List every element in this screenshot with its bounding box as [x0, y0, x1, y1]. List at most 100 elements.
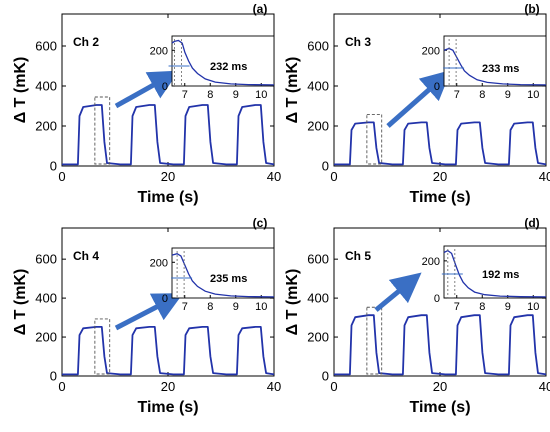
inset-y-tick-label: 200	[150, 257, 168, 269]
y-tick-label: 400	[35, 291, 57, 306]
y-tick-label: 0	[322, 369, 329, 384]
x-tick-label: 40	[539, 379, 550, 394]
zoom-arrow	[114, 70, 180, 109]
inset-x-tick-label: 10	[527, 301, 539, 313]
inset-y-tick-label: 200	[422, 45, 440, 57]
inset-x-tick-label: 9	[233, 301, 239, 313]
inset-y-tick-label: 0	[162, 293, 168, 305]
chart-panel-4: 0 200 400 600 0 20 40 Time (s) Δ T (mK) (d) Ch 5 0 2…	[284, 216, 550, 416]
highlight-box	[366, 113, 383, 165]
y-tick-label: 400	[307, 291, 329, 306]
inset-x-tick-label: 10	[255, 89, 267, 101]
inset-x-tick-label: 9	[505, 301, 511, 313]
chart-panel-1: 0 200 400 600 0 20 40 Time (s) Δ T (mK) (a) Ch 2 0 2…	[12, 2, 281, 206]
panel-label: (c)	[253, 216, 268, 230]
inset-x-tick-label: 9	[233, 89, 239, 101]
y-tick-label: 200	[35, 119, 57, 134]
x-tick-label: 0	[58, 169, 65, 184]
panel-label: (a)	[253, 2, 268, 16]
y-tick-label: 600	[35, 39, 57, 54]
inset-annotation: 233 ms	[482, 63, 519, 75]
inset-plot: 0 200 7 8 9 10 233 ms	[422, 35, 547, 101]
highlight-box	[94, 96, 111, 165]
inset-x-tick-label: 7	[182, 301, 188, 313]
x-tick-label: 20	[433, 379, 447, 394]
y-axis-label: Δ T (mK)	[12, 269, 29, 336]
highlight-box	[366, 306, 383, 375]
inset-y-tick-label: 0	[434, 293, 440, 305]
inset-frame	[443, 35, 547, 87]
y-tick-label: 400	[307, 79, 329, 94]
series-line	[334, 314, 547, 376]
inset-x-tick-label: 8	[479, 89, 485, 101]
inset-x-tick-label: 8	[207, 89, 213, 101]
y-axis-label: Δ T (mK)	[284, 57, 301, 124]
inset-x-tick-label: 8	[479, 301, 485, 313]
x-tick-label: 0	[58, 379, 65, 394]
panel-label: (d)	[524, 216, 539, 230]
inset-x-tick-label: 10	[527, 89, 539, 101]
inset-series-line	[171, 252, 275, 298]
x-axis-label: Time (s)	[137, 189, 198, 206]
x-tick-label: 40	[539, 169, 550, 184]
y-axis-label: Δ T (mK)	[284, 269, 301, 336]
y-tick-label: 0	[322, 159, 329, 174]
series-line	[62, 325, 275, 376]
inset-series-line	[443, 47, 547, 86]
x-tick-label: 20	[161, 379, 175, 394]
channel-label: Ch 4	[73, 249, 99, 263]
inset-x-tick-label: 10	[255, 301, 267, 313]
inset-y-tick-label: 0	[162, 81, 168, 93]
x-tick-label: 40	[267, 169, 281, 184]
inset-x-tick-label: 9	[505, 89, 511, 101]
y-tick-label: 0	[50, 159, 57, 174]
x-axis-label: Time (s)	[409, 399, 470, 416]
panel-label: (b)	[524, 2, 539, 16]
inset-plot: 0 200 7 8 9 10 232 ms	[150, 35, 275, 101]
y-tick-label: 600	[307, 252, 329, 267]
channel-label: Ch 3	[345, 35, 371, 49]
x-tick-label: 20	[433, 169, 447, 184]
x-tick-label: 40	[267, 379, 281, 394]
inset-x-tick-label: 7	[454, 301, 460, 313]
zoom-arrow	[374, 272, 422, 312]
zoom-arrow	[386, 70, 452, 128]
inset-y-tick-label: 0	[434, 81, 440, 93]
inset-frame	[171, 247, 275, 299]
series-line	[62, 104, 275, 166]
channel-label: Ch 2	[73, 35, 99, 49]
inset-annotation: 192 ms	[482, 269, 519, 281]
y-tick-label: 600	[35, 252, 57, 267]
y-tick-label: 0	[50, 369, 57, 384]
inset-series-line	[443, 249, 547, 298]
y-tick-label: 200	[35, 330, 57, 345]
inset-x-tick-label: 7	[182, 89, 188, 101]
x-axis-label: Time (s)	[409, 189, 470, 206]
inset-plot: 0 200 7 8 9 10 235 ms	[150, 247, 275, 313]
y-tick-label: 400	[35, 79, 57, 94]
channel-label: Ch 5	[345, 249, 371, 263]
inset-series-line	[171, 39, 275, 86]
inset-annotation: 232 ms	[210, 61, 247, 73]
x-tick-label: 0	[330, 379, 337, 394]
x-tick-label: 0	[330, 169, 337, 184]
chart-panel-2: 0 200 400 600 0 20 40 Time (s) Δ T (mK) (b) Ch 3 0 2…	[284, 2, 550, 206]
inset-frame	[443, 245, 547, 299]
series-line	[334, 121, 547, 166]
y-tick-label: 200	[307, 119, 329, 134]
inset-y-tick-label: 200	[422, 256, 440, 268]
x-axis-label: Time (s)	[137, 399, 198, 416]
chart-panel-3: 0 200 400 600 0 20 40 Time (s) Δ T (mK) (c) Ch 4 0 2…	[12, 216, 281, 416]
inset-y-tick-label: 200	[150, 45, 168, 57]
y-axis-label: Δ T (mK)	[12, 57, 29, 124]
highlight-box	[94, 318, 111, 375]
y-tick-label: 200	[307, 330, 329, 345]
inset-x-tick-label: 8	[207, 301, 213, 313]
y-tick-label: 600	[307, 39, 329, 54]
inset-x-tick-label: 7	[454, 89, 460, 101]
inset-annotation: 235 ms	[210, 273, 247, 285]
inset-plot: 0 200 7 8 9 10 192 ms	[422, 245, 547, 313]
zoom-arrow	[114, 293, 184, 331]
x-tick-label: 20	[161, 169, 175, 184]
